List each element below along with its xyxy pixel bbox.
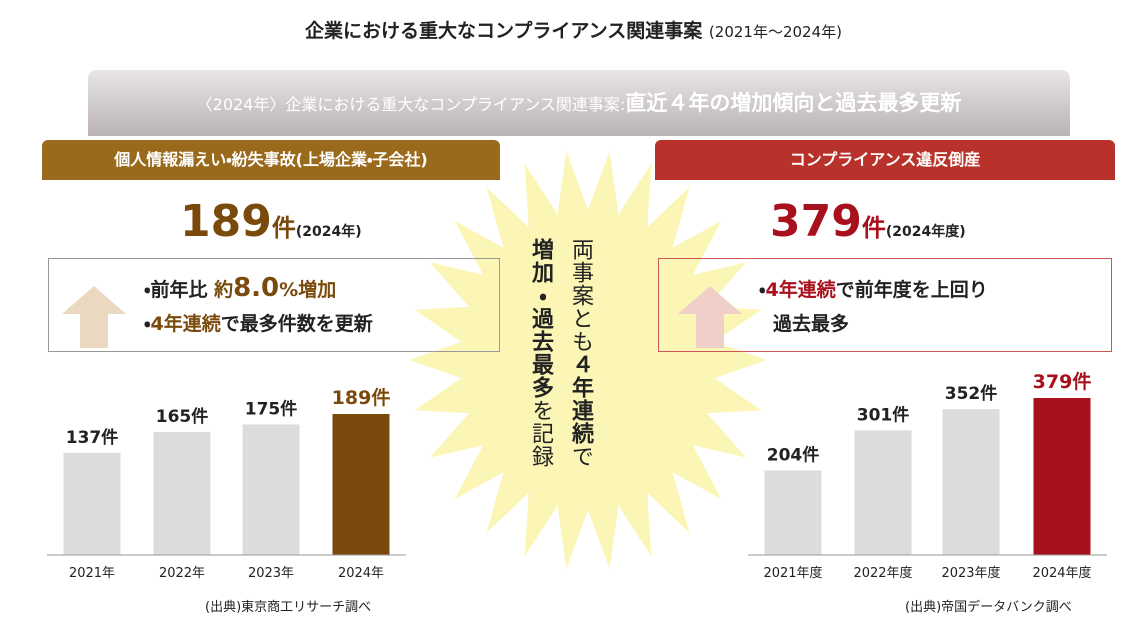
title: 企業における重大なコンプライアンス関連事案 (2021年〜2024年) <box>0 16 1147 43</box>
text: で前年度を上回り <box>835 279 988 301</box>
text: を記録 <box>528 399 553 468</box>
banner-prefix: 〈2024年〉企業における重大なコンプライアンス関連事案: <box>196 95 626 114</box>
text: 過去最多 <box>773 313 850 335</box>
x-tick-label: 2024年度 <box>1032 565 1091 581</box>
banner-highlight: 直近４年の増加傾向と過去最多更新 <box>625 91 962 115</box>
value-label: 175件 <box>245 398 298 419</box>
headline-note: (2024年度) <box>885 224 966 240</box>
point: ・前年比 約8.0%増加 <box>144 271 373 307</box>
headline-value: 189 <box>180 196 272 247</box>
point: ・4年連続で最多件数を更新 <box>144 307 373 341</box>
headline: 189件(2024年) <box>180 196 362 247</box>
title-text: 企業における重大なコンプライアンス関連事案 <box>305 20 703 42</box>
bar <box>242 424 300 555</box>
text: 両事案とも <box>568 238 593 353</box>
headline-note: (2024年) <box>295 224 362 240</box>
value-label: 379件 <box>1033 370 1092 393</box>
points: ・前年比 約8.0%増加 ・4年連続で最多件数を更新 <box>144 271 373 341</box>
text: 4年連続 <box>765 279 836 301</box>
source: (出典)東京商工リサーチ調べ <box>205 600 372 615</box>
text: 約 <box>214 279 234 301</box>
bar <box>1033 398 1091 555</box>
x-tick-label: 2021年度 <box>763 565 822 581</box>
points: ・4年連続で前年度を上回り 過去最多 <box>759 273 988 341</box>
panel-heading: コンプライアンス違反倒産 <box>655 140 1115 180</box>
text: ４年連続 <box>568 353 593 445</box>
callout-line: 増加・過去最多を記録 <box>520 238 560 468</box>
callout-line: 両事案とも４年連続で <box>560 238 600 468</box>
center-callout: 両事案とも４年連続で 増加・過去最多を記録 <box>520 238 600 468</box>
bar <box>332 414 390 555</box>
text: 4年連続 <box>150 313 221 335</box>
banner: 〈2024年〉企業における重大なコンプライアンス関連事案:直近４年の増加傾向と過… <box>88 70 1070 136</box>
text: %増加 <box>279 279 337 301</box>
x-tick-label: 2024年 <box>338 566 384 581</box>
x-tick-label: 2021年 <box>69 566 115 581</box>
bar <box>764 470 822 555</box>
headline: 379件(2024年度) <box>770 196 966 247</box>
x-tick-label: 2022年度 <box>853 565 912 581</box>
starburst <box>409 151 767 569</box>
text: で最多件数を更新 <box>220 313 373 335</box>
value-label: 301件 <box>857 404 910 425</box>
point: ・4年連続で前年度を上回り <box>759 273 988 307</box>
arrow-left <box>62 286 126 348</box>
panel-heading: 個人情報漏えい・紛失事故(上場企業・子会社) <box>42 140 500 180</box>
x-tick-label: 2022年 <box>159 566 205 581</box>
text: ・ <box>144 313 151 335</box>
point: 過去最多 <box>759 307 988 341</box>
headline-unit: 件 <box>271 214 296 242</box>
text: ・ <box>759 279 766 301</box>
points-box: ・前年比 約8.0%増加 ・4年連続で最多件数を更新 <box>48 258 500 352</box>
headline-unit: 件 <box>861 214 886 242</box>
text: で <box>568 445 593 468</box>
text: 増加・過去最多 <box>528 238 553 399</box>
value-label: 352件 <box>945 383 998 404</box>
x-tick-label: 2023年 <box>248 566 294 581</box>
title-period: (2021年〜2024年) <box>708 23 842 41</box>
points-box: ・4年連続で前年度を上回り 過去最多 <box>658 258 1112 352</box>
text: 8.0 <box>233 273 280 303</box>
value-label: 204件 <box>767 444 820 465</box>
value-label: 137件 <box>66 427 119 448</box>
value-label: 165件 <box>156 406 209 427</box>
arrow-right <box>678 286 742 348</box>
bar <box>854 430 912 555</box>
bar <box>942 409 1000 555</box>
source: (出典)帝国データバンク調べ <box>905 600 1072 615</box>
bar <box>63 452 121 555</box>
bar <box>153 431 211 555</box>
text: ・前年比 <box>144 279 215 301</box>
headline-value: 379 <box>770 196 862 247</box>
value-label: 189件 <box>332 386 391 409</box>
x-tick-label: 2023年度 <box>941 565 1000 581</box>
